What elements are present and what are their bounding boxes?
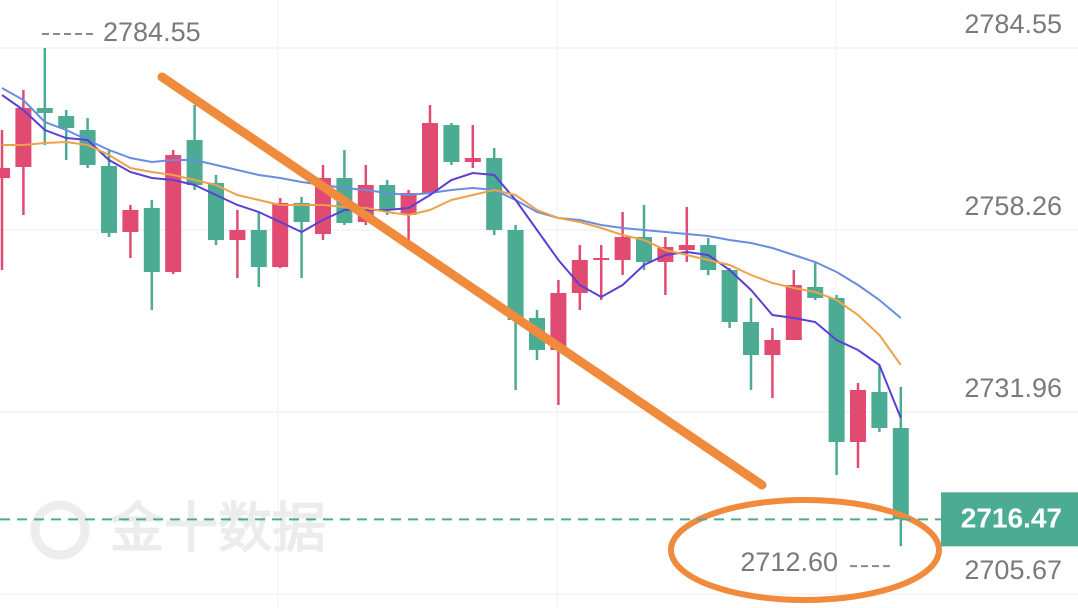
circle-annotation xyxy=(668,497,942,603)
candle-body xyxy=(400,193,417,215)
candle-body xyxy=(379,184,396,210)
moving-averages xyxy=(1,87,902,419)
moving-average-line xyxy=(2,140,902,366)
candle-body xyxy=(850,389,866,442)
candle-body xyxy=(721,270,738,323)
candle-body xyxy=(464,157,481,163)
candle-body xyxy=(101,166,117,233)
candle-body xyxy=(143,207,160,273)
candle-body xyxy=(293,202,310,223)
watermark-logo xyxy=(30,500,90,560)
y-tick-label: 2784.55 xyxy=(964,9,1062,39)
candle-body xyxy=(785,285,802,341)
candle-body xyxy=(486,157,503,230)
candle-body xyxy=(186,139,203,185)
candle-body xyxy=(828,297,845,442)
high-marker-label: 2784.55 xyxy=(103,17,201,47)
candle-body xyxy=(892,427,909,520)
price-labels: 2784.55 2758.26 2731.96 2705.67 2784.55 2712.… xyxy=(0,9,1078,585)
candle-body xyxy=(165,155,182,273)
candle-body xyxy=(443,125,460,163)
candle-body xyxy=(229,229,246,241)
candle-body xyxy=(700,245,717,271)
candle-body xyxy=(678,245,695,250)
candle-body xyxy=(58,116,75,129)
low-marker-label: 2712.60 xyxy=(740,547,838,577)
candle-body xyxy=(15,108,32,167)
candle-body xyxy=(122,209,139,232)
watermark-text: 金十数据 xyxy=(109,498,326,558)
candle-body xyxy=(0,168,10,178)
candle-body xyxy=(422,123,438,194)
candle-body xyxy=(250,229,267,268)
candle-body xyxy=(272,202,289,268)
y-tick-label: 2731.96 xyxy=(964,373,1062,403)
candle-body xyxy=(871,391,888,428)
moving-average-line xyxy=(1,94,902,419)
candle-body xyxy=(571,259,588,293)
candle-body xyxy=(593,258,610,261)
last-price-label: 2716.47 xyxy=(961,503,1062,534)
y-tick-label: 2705.67 xyxy=(964,555,1062,585)
candle-body xyxy=(550,292,567,350)
candle-body xyxy=(636,236,652,262)
y-tick-label: 2758.26 xyxy=(964,191,1062,221)
candle-body xyxy=(764,340,781,356)
candle-body xyxy=(614,236,631,260)
moving-average-line xyxy=(1,87,902,319)
candle-body xyxy=(743,322,759,356)
watermark: 金十数据 xyxy=(30,498,326,560)
last-price-badge xyxy=(941,492,1078,547)
trend-line-annotation xyxy=(157,72,767,490)
candle-body xyxy=(507,229,524,320)
candle-body xyxy=(36,108,53,113)
